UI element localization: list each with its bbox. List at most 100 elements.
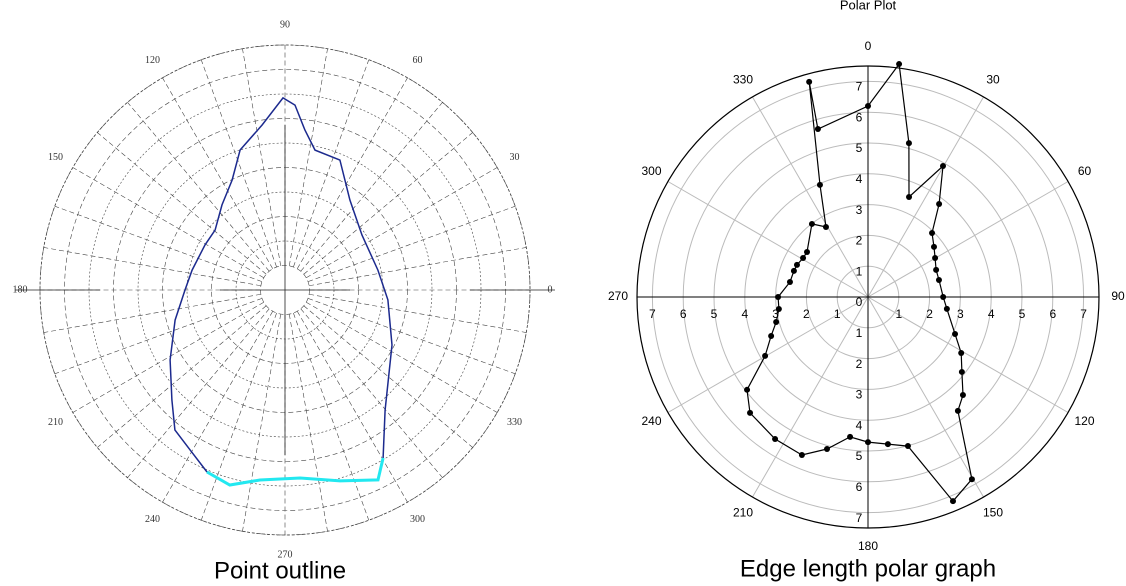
- data-point: [936, 201, 943, 208]
- data-point: [772, 436, 779, 443]
- grid-spoke: [43, 247, 261, 287]
- angle-tick-label: 150: [48, 152, 63, 163]
- data-point: [798, 451, 805, 458]
- r-tick-label: 4: [988, 307, 995, 321]
- r-tick-label: 6: [856, 480, 863, 494]
- data-point: [823, 445, 830, 452]
- grid-spoke: [162, 311, 274, 503]
- data-point: [932, 254, 939, 261]
- grid-spoke: [127, 308, 270, 478]
- angle-tick-label: 180: [858, 539, 878, 553]
- data-point: [954, 407, 961, 414]
- r-tick-label: 4: [741, 307, 748, 321]
- grid-spoke: [54, 298, 263, 375]
- data-point: [958, 349, 965, 356]
- grid-spoke: [752, 96, 869, 298]
- angle-tick-label: 330: [733, 73, 753, 87]
- grid-spoke: [300, 308, 443, 478]
- angle-tick-label: 210: [48, 417, 63, 428]
- r-tick-label: 6: [1049, 307, 1056, 321]
- r-tick-label: 2: [926, 307, 933, 321]
- angle-tick-label: 90: [280, 19, 290, 30]
- grid-spoke: [43, 293, 261, 333]
- data-point: [793, 261, 800, 268]
- angle-tick-label: 300: [410, 514, 425, 525]
- data-point: [816, 181, 823, 188]
- caption: Edge length polar graph: [740, 555, 996, 582]
- r-tick-label: 3: [772, 307, 779, 321]
- angle-tick-label: 240: [641, 414, 661, 428]
- grid-spoke: [309, 247, 527, 287]
- data-point: [800, 254, 807, 261]
- data-point: [744, 386, 751, 393]
- data-point: [943, 305, 950, 312]
- r-tick-label: 6: [856, 110, 863, 124]
- grid-spoke: [288, 314, 328, 532]
- grid-spoke: [307, 298, 516, 375]
- data-point: [790, 267, 797, 274]
- data-point: [865, 103, 871, 110]
- r-tick-label: 6: [680, 307, 687, 321]
- data-point: [959, 391, 966, 398]
- data-point: [905, 140, 912, 147]
- r-tick-label: 4: [856, 418, 863, 432]
- grid-spoke: [867, 296, 1069, 413]
- data-point: [968, 476, 975, 483]
- r-tick-label: 3: [856, 203, 863, 217]
- data-point: [768, 332, 775, 339]
- r-tick-label: 3: [957, 307, 964, 321]
- angle-tick-label: 120: [1074, 414, 1094, 428]
- data-point: [808, 220, 815, 227]
- grid-spoke: [667, 296, 869, 413]
- grid-spoke: [303, 305, 473, 448]
- angle-tick-label: 330: [507, 417, 522, 428]
- data-point: [847, 433, 854, 440]
- series-line: [206, 457, 385, 487]
- angle-tick-label: 240: [145, 514, 160, 525]
- data-point: [775, 306, 782, 313]
- angle-tick-label: 60: [1078, 164, 1092, 178]
- data-point: [865, 439, 871, 446]
- grid-spoke: [300, 102, 443, 272]
- grid-spoke: [200, 59, 277, 268]
- data-point: [930, 243, 937, 250]
- series-line: [169, 96, 393, 473]
- grid-spoke: [867, 296, 984, 498]
- grid-spoke: [293, 59, 370, 268]
- r-tick-label: 1: [834, 307, 841, 321]
- grid-spoke: [242, 314, 282, 532]
- data-point: [822, 224, 829, 231]
- grid-spoke: [288, 48, 328, 266]
- grid-spoke: [667, 181, 869, 298]
- chart-title: Polar Plot: [840, 0, 897, 12]
- grid-spoke: [72, 301, 264, 413]
- angle-tick-label: 270: [278, 549, 293, 560]
- grid-spoke: [752, 296, 869, 498]
- angle-tick-label: 60: [413, 55, 423, 66]
- r-tick-label: 1: [856, 264, 863, 278]
- data-point: [773, 318, 780, 325]
- data-point: [814, 126, 821, 133]
- grid-spoke: [200, 312, 277, 521]
- r-tick-label: 3: [856, 388, 863, 402]
- r-tick-label: 7: [649, 307, 656, 321]
- grid-spoke: [293, 312, 370, 521]
- grid-spoke: [307, 205, 516, 282]
- r-tick-label: 1: [856, 326, 863, 340]
- grid-spoke: [54, 205, 263, 282]
- grid-spoke: [296, 311, 408, 503]
- angle-tick-label: 30: [509, 152, 519, 163]
- grid-spoke: [303, 132, 473, 275]
- grid-spoke: [97, 305, 267, 448]
- outer-circle: [39, 44, 531, 536]
- data-point: [884, 441, 891, 448]
- grid-spoke: [867, 181, 1069, 298]
- grid-spoke: [309, 293, 527, 333]
- r-tick-label: 5: [711, 307, 718, 321]
- angle-tick-label: 0: [548, 284, 553, 295]
- r-tick-label: 2: [803, 307, 810, 321]
- r-tick-label: 5: [856, 141, 863, 155]
- data-point: [940, 294, 947, 300]
- angle-tick-label: 90: [1111, 289, 1125, 303]
